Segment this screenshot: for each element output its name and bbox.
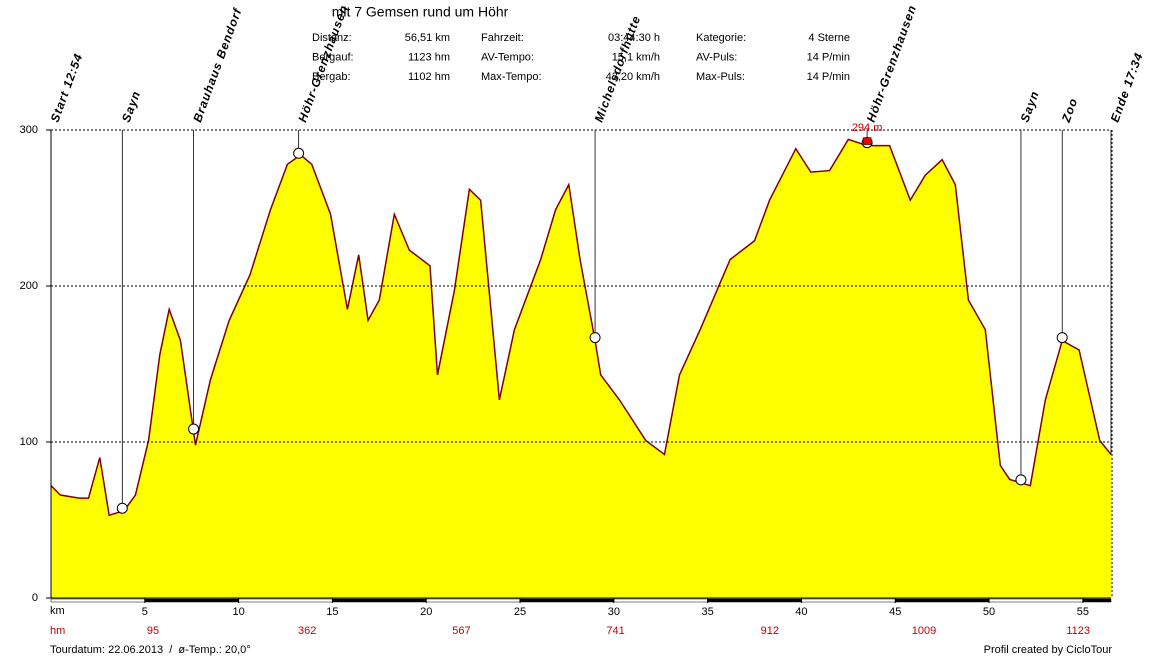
chart-title: mit 7 Gemsen rund um Höhr bbox=[332, 4, 509, 20]
waypoint-marker bbox=[589, 332, 601, 344]
info-value: 56,51 km bbox=[405, 32, 450, 44]
waypoint-label: Sayn bbox=[1018, 89, 1042, 125]
km-bar bbox=[894, 598, 990, 603]
hm-value: 567 bbox=[452, 625, 470, 637]
footer-left: Tourdatum: 22.06.2013 / ø-Temp.: 20,0° bbox=[50, 644, 251, 656]
km-bar bbox=[50, 598, 146, 603]
info-value: 15,1 km/h bbox=[612, 51, 660, 63]
profile-area bbox=[51, 139, 1111, 599]
info-value: 1123 hm bbox=[408, 51, 450, 63]
km-bar bbox=[238, 598, 333, 603]
waypoint-label: Brauhaus Bendorf bbox=[190, 6, 244, 124]
km-bar bbox=[707, 598, 802, 603]
x-tick-label: 20 bbox=[420, 606, 432, 618]
waypoint-label: Höhr-Grenzhausen bbox=[295, 3, 351, 124]
km-bar bbox=[801, 598, 896, 603]
hm-value: 95 bbox=[147, 625, 159, 637]
km-bar bbox=[332, 598, 427, 603]
km-bar bbox=[144, 598, 239, 603]
x-tick-label: 50 bbox=[983, 606, 995, 618]
waypoint-label: Ende 17:34 bbox=[1108, 50, 1146, 124]
waypoint-label: Start 12:54 bbox=[48, 51, 86, 124]
info-value: 14 P/min bbox=[807, 71, 850, 83]
info-value: 4 Sterne bbox=[808, 32, 850, 44]
hm-label: hm bbox=[50, 625, 65, 637]
y-tick-label: 200 bbox=[20, 280, 38, 292]
x-tick-label: 10 bbox=[232, 606, 244, 618]
waypoint-marker bbox=[1056, 332, 1068, 344]
x-tick-label: 55 bbox=[1077, 606, 1089, 618]
hm-value: 912 bbox=[761, 625, 779, 637]
info-label: Fahrzeit: bbox=[481, 32, 524, 44]
x-tick-label: 40 bbox=[795, 606, 807, 618]
waypoint-label: Sayn bbox=[119, 89, 143, 125]
info-value: 43,20 km/h bbox=[606, 71, 660, 83]
x-tick-label: 15 bbox=[326, 606, 338, 618]
waypoint-label: Michelsdorfhütte bbox=[592, 13, 644, 124]
waypoint-marker bbox=[293, 147, 305, 159]
info-value: 1102 hm bbox=[408, 71, 450, 83]
km-bar bbox=[1082, 598, 1112, 603]
km-bar bbox=[425, 598, 521, 603]
footer-right: Profil created by CicloTour bbox=[984, 644, 1113, 656]
waypoint-marker bbox=[1015, 474, 1027, 486]
x-tick-label: 35 bbox=[702, 606, 714, 618]
info-label: AV-Tempo: bbox=[481, 51, 534, 63]
x-tick-label: 30 bbox=[608, 606, 620, 618]
info-label: Kategorie: bbox=[696, 32, 746, 44]
x-tick-label: 25 bbox=[514, 606, 526, 618]
profile-line bbox=[50, 138, 1112, 517]
info-label: Bergab: bbox=[312, 71, 351, 83]
km-bar bbox=[988, 598, 1084, 603]
info-label: AV-Puls: bbox=[696, 51, 737, 63]
x-axis-label: km bbox=[50, 605, 65, 617]
info-label: Distanz: bbox=[312, 32, 352, 44]
info-label: Max-Tempo: bbox=[481, 71, 542, 83]
peak-label: 294 m bbox=[852, 122, 883, 134]
info-label: Max-Puls: bbox=[696, 71, 745, 83]
km-bar bbox=[613, 598, 708, 603]
waypoint-marker bbox=[116, 502, 128, 514]
peak-marker bbox=[862, 137, 872, 145]
info-value: 03:44:30 h bbox=[608, 32, 660, 44]
info-value: 14 P/min bbox=[807, 51, 850, 63]
x-tick-label: 45 bbox=[889, 606, 901, 618]
waypoint-label: Zoo bbox=[1059, 96, 1081, 125]
hm-value: 741 bbox=[606, 625, 624, 637]
km-bar bbox=[519, 598, 615, 603]
y-tick-label: 300 bbox=[20, 124, 38, 136]
hm-value: 362 bbox=[298, 625, 316, 637]
hm-value: 1009 bbox=[912, 625, 936, 637]
y-tick-label: 100 bbox=[20, 436, 38, 448]
x-tick-label: 5 bbox=[142, 606, 148, 618]
waypoint-label: Höhr-Grenzhausen bbox=[864, 3, 920, 124]
info-label: Bergauf: bbox=[312, 51, 354, 63]
y-tick-label: 0 bbox=[32, 592, 38, 604]
hm-value: 1123 bbox=[1066, 625, 1090, 637]
waypoint-marker bbox=[188, 423, 200, 435]
